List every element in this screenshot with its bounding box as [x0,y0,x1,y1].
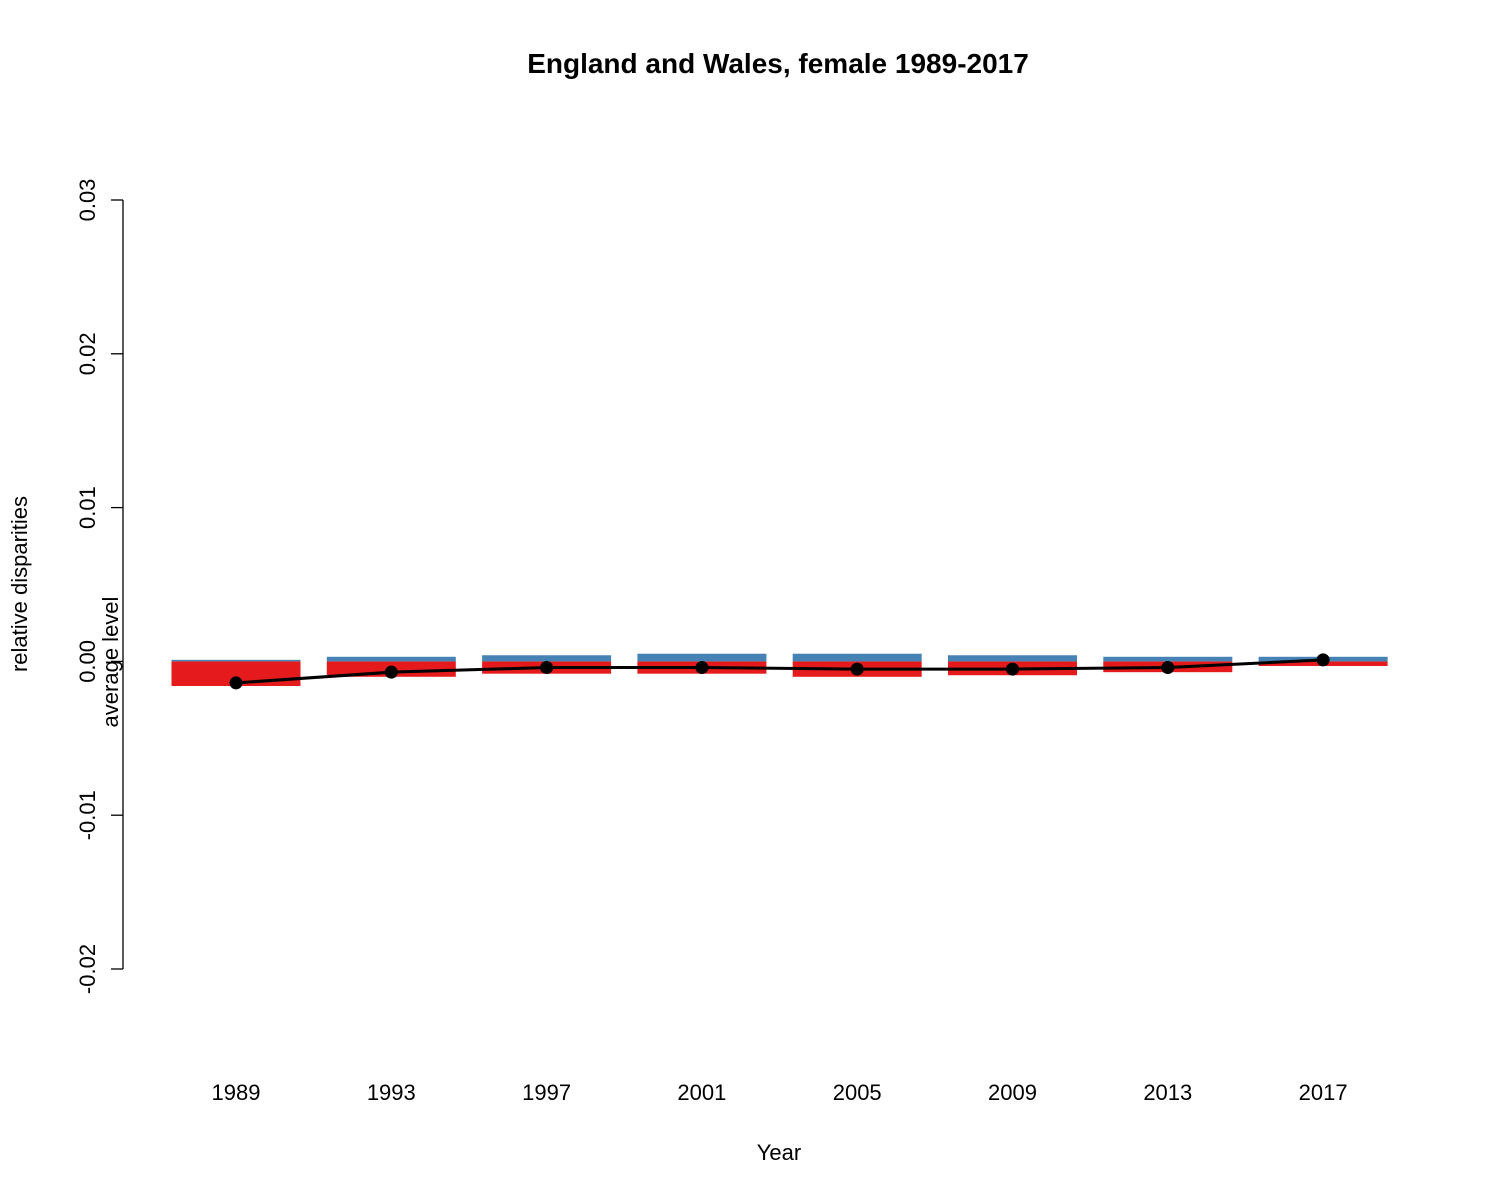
x-tick-label: 1989 [212,1080,261,1105]
y-tick-label: 0.01 [75,486,100,529]
y-tick-label: -0.01 [75,790,100,840]
y-tick-label: -0.02 [75,944,100,994]
bar-1997-series-2 [482,655,612,662]
bar-2005-series-2 [792,653,922,662]
bars [171,653,1388,687]
bar-2001-series-2 [637,653,767,662]
chart-title: England and Wales, female 1989-2017 [527,48,1029,79]
y-tick-label: 0.00 [75,640,100,683]
average-level-line [229,653,1330,690]
x-tick-label: 1997 [522,1080,571,1105]
y-axis: -0.02 -0.01 0.00 0.01 0.02 0.03 [75,179,124,994]
average-level-point-2005 [850,662,864,676]
average-level-polyline [235,658,1324,685]
x-tick-label: 2013 [1143,1080,1192,1105]
x-tick-label: 2001 [677,1080,726,1105]
bar-2009-series-2 [948,655,1077,662]
average-level-point-2017 [1316,653,1330,667]
bar-2013-series-2 [1103,656,1233,662]
average-level-point-2009 [1006,662,1019,676]
average-level-point-2013 [1161,661,1175,675]
x-tick-label: 1993 [367,1080,416,1105]
bar-1993-series-2 [326,656,456,662]
y-tick-label: 0.03 [75,179,100,222]
average-level-label: average level [98,597,123,728]
x-tick-label: 2005 [833,1080,882,1105]
y-axis-label: relative disparities [7,496,32,672]
average-level-point-1997 [540,661,554,675]
x-tick-label: 2009 [988,1080,1037,1105]
average-level-point-2001 [695,661,709,675]
bar-1989-series-2 [171,659,301,662]
average-level-point-1993 [384,665,398,679]
x-tick-label: 2017 [1299,1080,1348,1105]
x-axis-label: Year [757,1140,801,1165]
y-tick-label: 0.02 [75,332,100,375]
x-tick-labels: 1989 1993 1997 2001 2005 2009 2013 2017 [212,1080,1348,1105]
average-level-point-1989 [229,676,243,690]
